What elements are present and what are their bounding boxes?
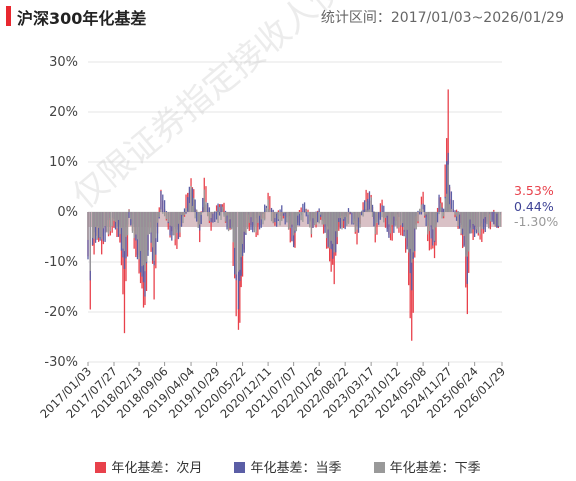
series-end-label: 0.44% — [514, 199, 554, 214]
y-tick-label: -10% — [44, 255, 78, 270]
legend-swatch-next-month — [95, 462, 107, 473]
legend-label-next-quarter: 年化基差：下季 — [389, 461, 481, 476]
series-end-label: -1.30% — [514, 214, 558, 229]
y-tick-label: -20% — [44, 305, 78, 320]
title-accent-bar — [6, 6, 11, 26]
y-tick-label: 20% — [49, 105, 78, 120]
legend-swatch-next-quarter — [373, 462, 385, 473]
series-end-label: 3.53% — [514, 183, 554, 198]
y-tick-label: -30% — [44, 355, 78, 370]
y-tick-label: 0% — [57, 205, 78, 220]
chart-title: 沪深300年化基差 — [17, 9, 147, 28]
y-tick-label: 30% — [49, 55, 78, 70]
legend-label-next-month: 年化基差：次月 — [111, 461, 203, 476]
legend-label-current-quarter: 年化基差：当季 — [250, 461, 342, 476]
legend-item-next-quarter[interactable]: 年化基差：下季 — [373, 457, 481, 476]
legend-swatch-current-quarter — [234, 462, 246, 473]
legend-item-next-month[interactable]: 年化基差：次月 — [95, 457, 202, 476]
legend-item-current-quarter[interactable]: 年化基差：当季 — [234, 457, 342, 476]
chart-canvas: 30%20%10%0%-10%-20%-30%3.53%0.44%-1.30%2… — [37, 55, 558, 421]
chart-legend: 年化基差：次月 年化基差：当季 年化基差：下季 — [0, 457, 576, 476]
y-tick-label: 10% — [49, 155, 78, 170]
period-label: 统计区间：2017/01/03~2026/01/29 — [320, 10, 564, 26]
